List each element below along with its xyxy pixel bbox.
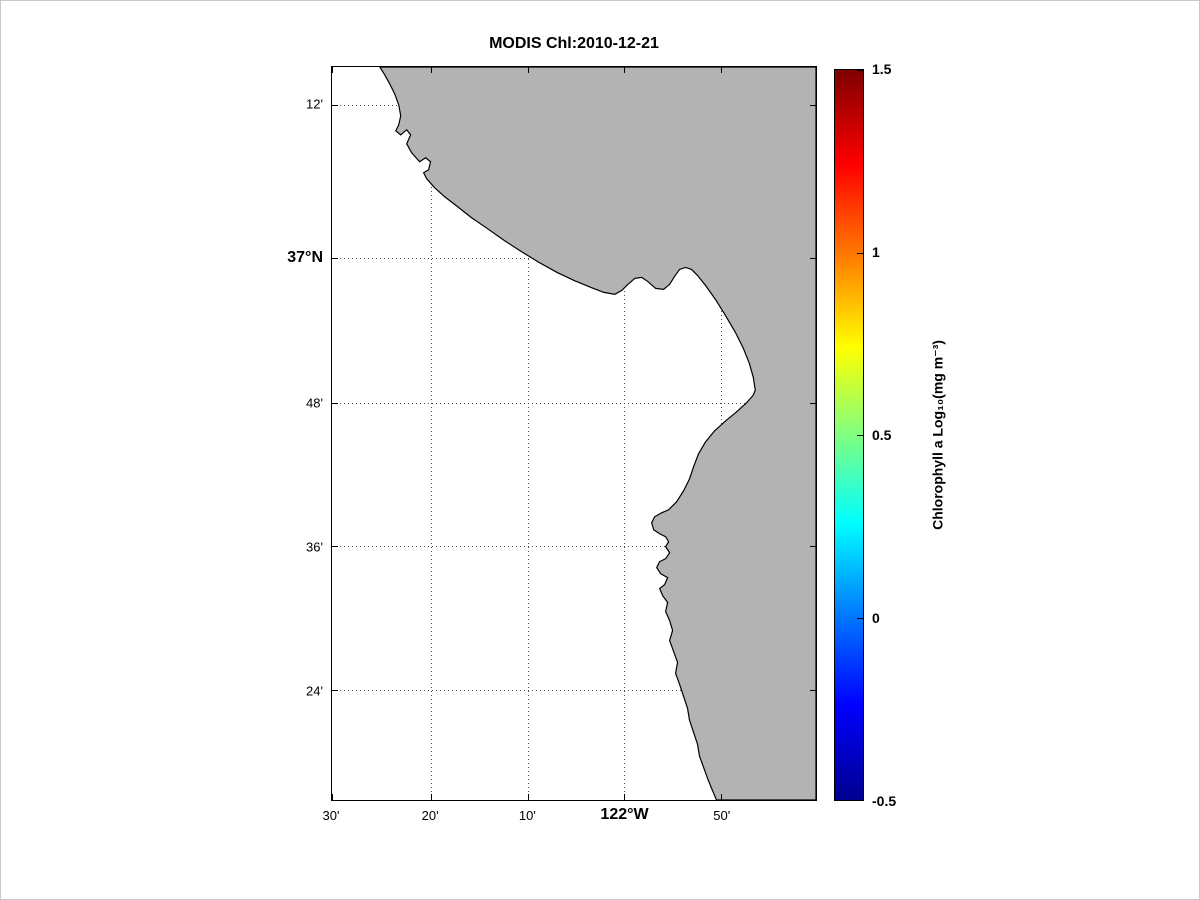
gridline-horizontal (332, 546, 816, 548)
x-tick-label: 30' (322, 808, 340, 823)
colorbar-tick-mark (857, 70, 863, 71)
gridline-vertical (430, 67, 432, 800)
colorbar-tick-labels: 1.5 1 0.5 0 -0.5 (872, 61, 924, 809)
colorbar-tick-mark (857, 800, 863, 801)
land-polygon (379, 67, 816, 800)
colorbar-tick-label: 1 (872, 244, 880, 260)
colorbar-axis-label: Chlorophyll a Log₁₀(mg m⁻³) (929, 340, 946, 530)
colorbar (834, 69, 864, 801)
land-coastline-shape (379, 67, 816, 800)
y-tick-label: 36' (306, 539, 323, 555)
y-tick-label: 24' (306, 683, 323, 699)
colorbar-tick-mark (857, 617, 863, 619)
gridline-vertical (527, 67, 529, 800)
colorbar-tick-label: -0.5 (872, 793, 897, 809)
colorbar-tick-mark (857, 435, 863, 436)
colorbar-tick-mark (857, 252, 863, 254)
x-tick-label: 122°W (600, 806, 649, 823)
colorbar-tick-label: 0 (872, 610, 880, 626)
x-tick-label: 50' (713, 808, 731, 823)
y-axis-tick-labels: 12' 37°N 48' 36' 24' (151, 66, 323, 801)
gridline-horizontal (332, 403, 816, 405)
gridline-horizontal (332, 690, 816, 692)
colorbar-ticks (835, 70, 863, 801)
x-tick-label: 20' (421, 808, 439, 823)
x-axis-tick-labels: 30' 20' 10' 122°W 50' (323, 804, 817, 838)
colorbar-tick-label: 1.5 (872, 61, 892, 77)
plot-area (331, 66, 817, 801)
chart-title: MODIS Chl:2010-12-21 (489, 35, 659, 52)
y-tick-label: 12' (306, 96, 323, 112)
y-tick-label: 37°N (287, 248, 323, 266)
colorbar-tick-label: 0.5 (872, 427, 892, 443)
gridline-vertical (624, 67, 626, 800)
x-tick-label: 10' (518, 808, 536, 823)
y-tick-label: 48' (306, 395, 323, 411)
